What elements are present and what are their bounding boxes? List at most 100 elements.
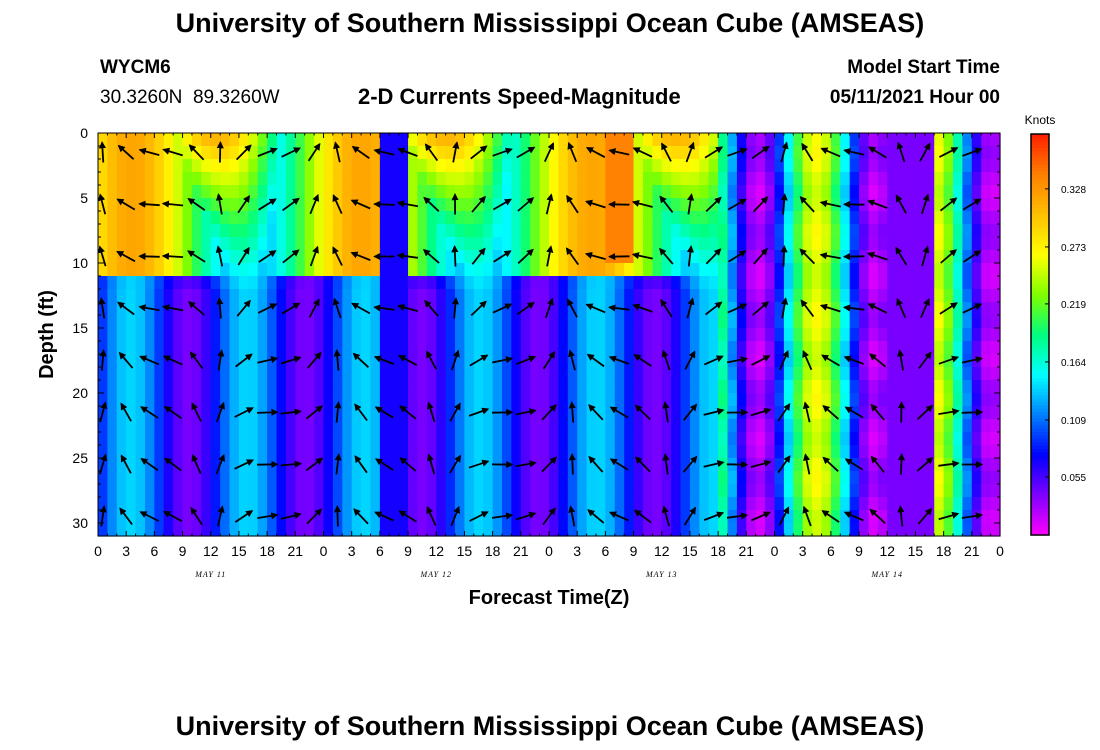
current-arrow	[916, 404, 934, 420]
heat-cell	[398, 133, 409, 147]
heat-cell	[163, 211, 174, 225]
heat-cell	[248, 445, 259, 459]
current-arrow	[424, 299, 439, 317]
current-arrow	[333, 349, 341, 371]
heat-cell	[229, 484, 240, 498]
heat-cell	[727, 367, 738, 381]
heat-cell	[859, 497, 870, 511]
heat-cell	[981, 237, 992, 251]
heat-cell	[182, 367, 193, 381]
heat-cell	[304, 146, 315, 160]
heat-cell	[436, 458, 447, 472]
heat-cell	[502, 341, 513, 355]
heat-cell	[962, 250, 973, 264]
heat-cell	[539, 471, 550, 485]
heat-cell	[849, 263, 860, 277]
heat-cell	[436, 432, 447, 446]
heat-cell	[802, 497, 813, 511]
current-arrow	[138, 147, 160, 156]
heat-cell	[812, 263, 823, 277]
current-arrow	[565, 247, 580, 266]
heat-cell	[849, 393, 860, 407]
heat-cell	[323, 484, 334, 498]
heat-cell	[558, 341, 569, 355]
heat-cell	[98, 393, 108, 407]
heat-cell	[906, 211, 917, 225]
heat-cell	[971, 276, 982, 290]
current-arrow	[821, 354, 840, 367]
heat-cell	[154, 380, 165, 394]
heat-cell	[953, 328, 964, 342]
heat-cell	[943, 419, 954, 433]
colorbar-tick-label: 0.109	[1061, 416, 1086, 427]
colorbar-segment	[1031, 501, 1049, 506]
colorbar-segment	[1031, 284, 1049, 289]
heat-cell	[483, 237, 494, 251]
heat-cell	[135, 276, 146, 290]
heat-cell	[408, 419, 419, 433]
heat-cell	[323, 276, 334, 290]
heat-cell	[107, 497, 118, 511]
heat-cell	[802, 367, 813, 381]
x-tick-label: 18	[259, 543, 275, 559]
heat-cell	[783, 471, 794, 485]
heat-cell	[699, 354, 710, 368]
heat-cell	[633, 211, 644, 225]
heat-cell	[163, 523, 174, 537]
heat-cell	[464, 419, 475, 433]
heat-cell	[182, 393, 193, 407]
heat-cell	[361, 458, 372, 472]
heat-cell	[220, 276, 231, 290]
heat-cell	[915, 263, 926, 277]
heat-cell	[934, 159, 945, 173]
heat-cell	[746, 380, 757, 394]
colorbar-segment	[1031, 240, 1049, 245]
heat-cell	[107, 302, 118, 316]
heat-cell	[295, 263, 306, 277]
heat-cell	[445, 185, 456, 199]
heat-cell	[285, 185, 296, 199]
current-arrow	[868, 353, 887, 368]
heat-cell	[116, 185, 127, 199]
heat-cell	[793, 380, 804, 394]
heat-cell	[191, 471, 202, 485]
speed-heatmap	[98, 133, 1001, 537]
heat-cell	[417, 484, 428, 498]
heat-cell	[304, 185, 315, 199]
heat-cell	[915, 146, 926, 160]
heat-cell	[323, 237, 334, 251]
heat-cell	[238, 341, 249, 355]
heat-cell	[971, 224, 982, 238]
heat-cell	[990, 419, 1001, 433]
heat-cell	[98, 172, 108, 186]
heat-cell	[370, 172, 381, 186]
heat-cell	[877, 367, 888, 381]
heat-cell	[398, 419, 409, 433]
heat-cell	[502, 172, 513, 186]
heat-cell	[990, 237, 1001, 251]
heat-cell	[445, 237, 456, 251]
heat-cell	[342, 471, 353, 485]
heat-cell	[652, 471, 663, 485]
heat-cell	[107, 263, 118, 277]
heat-cell	[98, 471, 108, 485]
heat-cell	[689, 341, 700, 355]
heat-cell	[238, 419, 249, 433]
current-arrow	[686, 297, 695, 319]
x-tick-label: 12	[879, 543, 895, 559]
heat-cell	[436, 380, 447, 394]
heat-cell	[990, 484, 1001, 498]
heat-cell	[417, 211, 428, 225]
heat-cell	[238, 224, 249, 238]
heat-cell	[483, 315, 494, 329]
heat-cell	[464, 159, 475, 173]
heat-cell	[257, 328, 268, 342]
heat-cell	[295, 354, 306, 368]
colorbar-segment	[1031, 474, 1049, 479]
heat-cell	[915, 211, 926, 225]
heat-cell	[267, 523, 278, 537]
heat-cell	[304, 484, 315, 498]
heat-cell	[595, 432, 606, 446]
heat-cell	[107, 146, 118, 160]
heat-cell	[567, 523, 578, 537]
